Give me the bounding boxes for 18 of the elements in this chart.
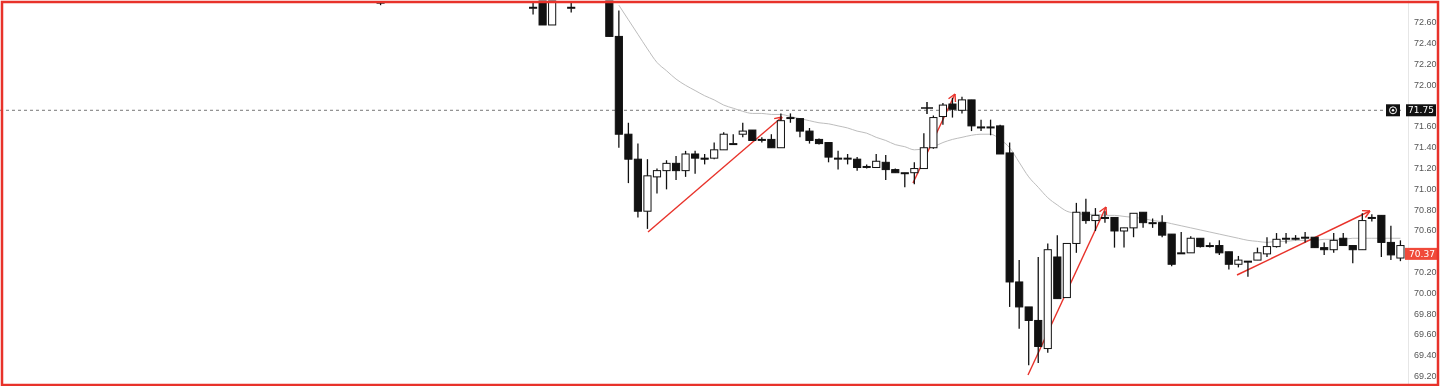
y-tick-label: 70.60 (1414, 225, 1437, 236)
y-tick-label: 72.60 (1414, 17, 1437, 28)
y-tick-label: 72.40 (1414, 38, 1437, 49)
y-tick-label: 69.80 (1414, 308, 1437, 319)
y-tick-label: 69.20 (1414, 370, 1437, 381)
y-tick-label: 71.20 (1414, 162, 1437, 173)
y-tick-label: 71.40 (1414, 142, 1437, 153)
y-tick-label: 71.60 (1414, 121, 1437, 132)
y-tick-label: 72.00 (1414, 79, 1437, 90)
y-tick-label: 69.40 (1414, 350, 1437, 361)
annotation: 70.37 (1409, 249, 1435, 260)
y-tick-label: 70.00 (1414, 287, 1437, 298)
y-tick-label: 72.20 (1414, 58, 1437, 69)
y-tick-label: 70.80 (1414, 204, 1437, 215)
y-tick-label: 70.20 (1414, 266, 1437, 277)
y-tick-label: 71.00 (1414, 183, 1437, 194)
y-tick-label: 69.60 (1414, 329, 1437, 340)
ref-line-label: 71.75 (1408, 105, 1434, 116)
